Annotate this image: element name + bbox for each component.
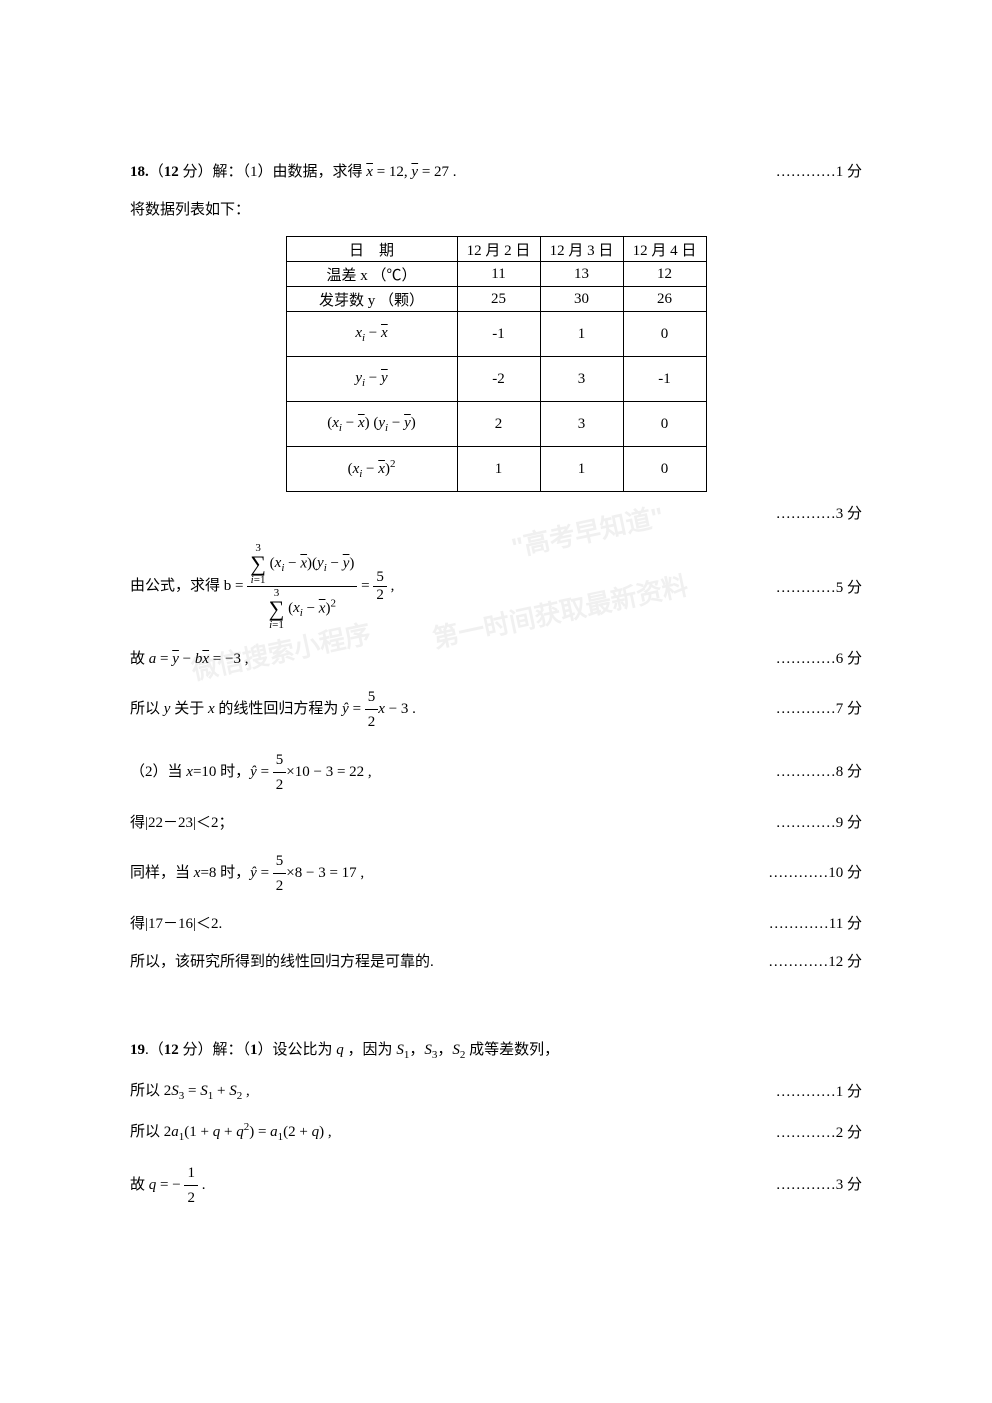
table-cell: -2 (457, 357, 540, 402)
score-3: …………3 分 (756, 502, 862, 526)
score-12: …………12 分 (748, 950, 862, 974)
question-gap (130, 988, 862, 1038)
part2-x10-text: （2）当 x=10 时，ŷ = 52×10 − 3 = 22 , (130, 748, 756, 797)
document-page: 18.（12 分）解：（1）由数据，求得 x = 12, y = 27 . ……… (0, 0, 992, 1284)
table-cell: 0 (623, 447, 706, 492)
score-8: …………8 分 (756, 760, 862, 784)
table-cell: 0 (623, 312, 706, 357)
table-cell: 26 (623, 287, 706, 312)
table-cell: 13 (540, 262, 623, 287)
q19-l3: 故 q = − 12 . …………3 分 (130, 1161, 862, 1210)
table-cell: -1 (623, 357, 706, 402)
score-6: …………6 分 (756, 647, 862, 671)
table-cell: 1 (540, 447, 623, 492)
formula-b-content: 由公式，求得 b = 3∑i=1 (xi − x)(yi − y) 3∑i=1 … (130, 542, 394, 631)
formula-prefix: 由公式，求得 b = (130, 578, 243, 594)
q19-score-2: …………2 分 (756, 1121, 862, 1145)
conclusion-text: 所以，该研究所得到的线性回归方程是可靠的. (130, 950, 748, 974)
abs22-text: 得|22－23|＜2； (130, 811, 756, 835)
fraction-icon: 3∑i=1 (xi − x)(yi − y) 3∑i=1 (xi − x)2 (247, 542, 357, 631)
q19-l3-text: 故 q = − 12 . (130, 1161, 756, 1210)
a-line: 故 a = y − bx = −3 , …………6 分 (130, 647, 862, 671)
table-row: 日 期 12 月 2 日 12 月 3 日 12 月 4 日 (286, 237, 706, 262)
table-cell: (xi − x) (yi − y) (286, 402, 457, 447)
q19-score-1: …………1 分 (756, 1080, 862, 1104)
table-cell: xi − x (286, 312, 457, 357)
table-cell: yi − y (286, 357, 457, 402)
table-cell: 3 (540, 357, 623, 402)
part2-x8: 同样，当 x=8 时，ŷ = 52×8 − 3 = 17 , …………10 分 (130, 849, 862, 898)
regression-text: 所以 y 关于 x 的线性回归方程为 ŷ = 52x − 3 . (130, 685, 756, 734)
score-9: …………9 分 (756, 811, 862, 835)
table-row: 发芽数 y （颗） 25 30 26 (286, 287, 706, 312)
table-row: yi − y -2 3 -1 (286, 357, 706, 402)
q19-l1: 所以 2S3 = S1 + S2 , …………1 分 (130, 1079, 862, 1106)
table-row: (xi − x) (yi − y) 2 3 0 (286, 402, 706, 447)
q19-l1-text: 所以 2S3 = S1 + S2 , (130, 1079, 756, 1106)
table-cell: 12 (623, 262, 706, 287)
table-cell: 发芽数 y （颗） (286, 287, 457, 312)
table-cell: 1 (540, 312, 623, 357)
table-cell: 12 月 3 日 (540, 237, 623, 262)
table-cell: -1 (457, 312, 540, 357)
q18-header-text: 18.（12 分）解：（1）由数据，求得 x = 12, y = 27 . (130, 160, 756, 184)
score-10: …………10 分 (748, 861, 862, 885)
table-cell: 11 (457, 262, 540, 287)
table-cell: 12 月 2 日 (457, 237, 540, 262)
table-cell: 日 期 (286, 237, 457, 262)
score-7: …………7 分 (756, 697, 862, 721)
formula-b: 由公式，求得 b = 3∑i=1 (xi − x)(yi − y) 3∑i=1 … (130, 542, 862, 631)
a-line-text: 故 a = y − bx = −3 , (130, 647, 756, 671)
abs22-line: 得|22－23|＜2； …………9 分 (130, 811, 862, 835)
watermark-text: 第一时间获取最新资料 (429, 565, 691, 655)
data-table-wrap: 日 期 12 月 2 日 12 月 3 日 12 月 4 日 温差 x （℃） … (130, 236, 862, 492)
table-cell: 12 月 4 日 (623, 237, 706, 262)
score-5: …………5 分 (756, 576, 862, 597)
table-cell: 温差 x （℃） (286, 262, 457, 287)
score-11: …………11 分 (749, 912, 862, 936)
part2-x8-text: 同样，当 x=8 时，ŷ = 52×8 − 3 = 17 , (130, 849, 748, 898)
abs17-text: 得|17－16|＜2. (130, 912, 749, 936)
abs17-line: 得|17－16|＜2. …………11 分 (130, 912, 862, 936)
score-1: …………1 分 (756, 160, 862, 184)
part2-x10: （2）当 x=10 时，ŷ = 52×10 − 3 = 22 , …………8 分 (130, 748, 862, 797)
table-cell: 0 (623, 402, 706, 447)
conclusion-line: 所以，该研究所得到的线性回归方程是可靠的. …………12 分 (130, 950, 862, 974)
q19-score-3: …………3 分 (756, 1173, 862, 1197)
score-3-line: …………3 分 (130, 502, 862, 526)
q19-header-text: 19.（12 分）解：（1）设公比为 q ，因为 S1，S3，S2 成等差数列， (130, 1038, 862, 1065)
table-intro: 将数据列表如下： (130, 198, 862, 222)
table-row: (xi − x)2 1 1 0 (286, 447, 706, 492)
table-cell: (xi − x)2 (286, 447, 457, 492)
table-cell: 1 (457, 447, 540, 492)
table-cell: 3 (540, 402, 623, 447)
table-cell: 30 (540, 287, 623, 312)
table-row: xi − x -1 1 0 (286, 312, 706, 357)
regression-line: 所以 y 关于 x 的线性回归方程为 ŷ = 52x − 3 . …………7 分 (130, 685, 862, 734)
table-cell: 25 (457, 287, 540, 312)
table-row: 温差 x （℃） 11 13 12 (286, 262, 706, 287)
q19-l2-text: 所以 2a1(1 + q + q2) = a1(2 + q) , (130, 1119, 756, 1147)
q19-l2: 所以 2a1(1 + q + q2) = a1(2 + q) , …………2 分 (130, 1119, 862, 1147)
q18-header-line: 18.（12 分）解：（1）由数据，求得 x = 12, y = 27 . ……… (130, 160, 862, 184)
q19-header: 19.（12 分）解：（1）设公比为 q ，因为 S1，S3，S2 成等差数列， (130, 1038, 862, 1065)
table-cell: 2 (457, 402, 540, 447)
data-table: 日 期 12 月 2 日 12 月 3 日 12 月 4 日 温差 x （℃） … (286, 236, 707, 492)
